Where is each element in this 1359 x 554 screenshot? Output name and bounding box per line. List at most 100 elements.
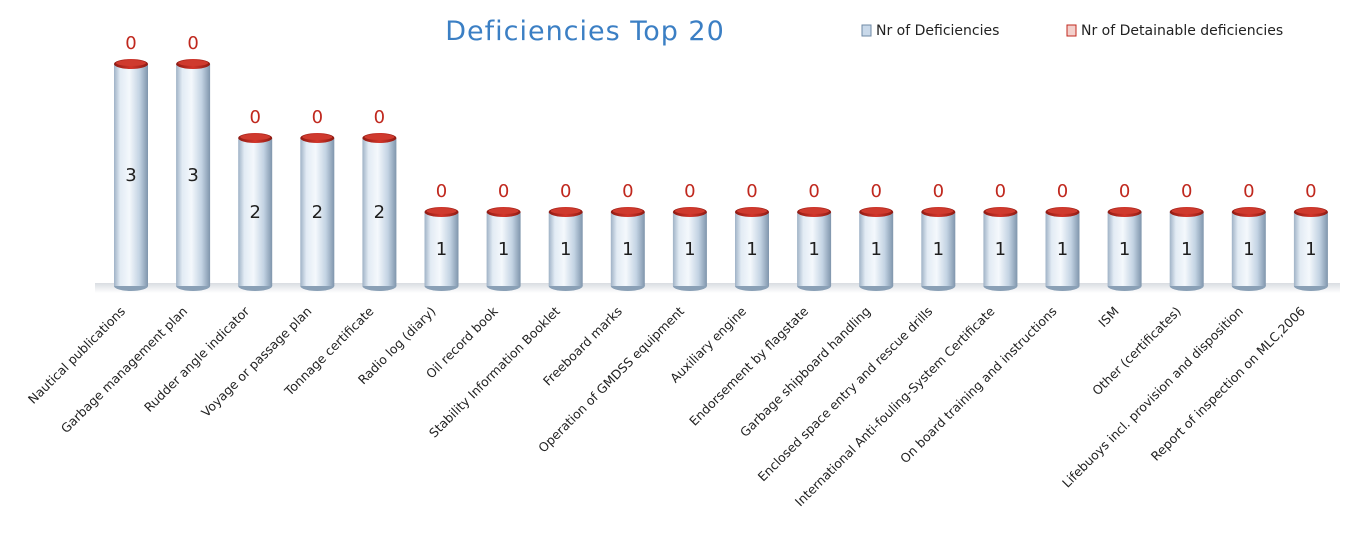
bar-cap-highlight bbox=[1171, 208, 1202, 214]
bar bbox=[300, 138, 335, 286]
bar-value-label: 2 bbox=[374, 202, 385, 223]
bar-value-label: 1 bbox=[808, 239, 819, 260]
bar-cap-highlight bbox=[612, 208, 643, 214]
bar-group: 20 bbox=[238, 107, 273, 291]
bar-group: 10 bbox=[610, 181, 645, 291]
bar bbox=[859, 212, 894, 286]
bar-cap-highlight bbox=[1295, 208, 1326, 214]
bar-group: 10 bbox=[548, 181, 583, 291]
detainable-value-label: 0 bbox=[1119, 181, 1130, 202]
bar-value-label: 1 bbox=[560, 239, 571, 260]
bar-group: 10 bbox=[983, 181, 1018, 291]
detainable-value-label: 0 bbox=[249, 107, 260, 128]
detainable-value-label: 0 bbox=[622, 181, 633, 202]
bar-cap-highlight bbox=[1233, 208, 1264, 214]
bar-group: 10 bbox=[672, 181, 707, 291]
bar bbox=[983, 212, 1018, 286]
bar-value-label: 1 bbox=[870, 239, 881, 260]
category-label: Garbage shipboard handling bbox=[737, 304, 873, 440]
bar bbox=[238, 138, 273, 286]
detainable-value-label: 0 bbox=[870, 181, 881, 202]
bar-group: 20 bbox=[362, 107, 397, 291]
bar-cap-highlight bbox=[1109, 208, 1140, 214]
bar-cap-highlight bbox=[178, 60, 209, 66]
detainable-value-label: 0 bbox=[808, 181, 819, 202]
bar-group: 10 bbox=[1045, 181, 1080, 291]
bar bbox=[362, 138, 397, 286]
bar-value-label: 1 bbox=[498, 239, 509, 260]
detainable-value-label: 0 bbox=[374, 107, 385, 128]
bar-cap-highlight bbox=[985, 208, 1016, 214]
bar-group: 10 bbox=[1169, 181, 1204, 291]
bar bbox=[548, 212, 583, 286]
bar bbox=[424, 212, 459, 286]
bar-value-label: 2 bbox=[312, 202, 323, 223]
bar-group: 10 bbox=[735, 181, 769, 291]
bar-group: 20 bbox=[300, 107, 335, 291]
bar-value-label: 1 bbox=[1243, 239, 1254, 260]
bar-cap-highlight bbox=[240, 134, 271, 140]
category-label: ISM bbox=[1095, 304, 1121, 330]
bar-group: 10 bbox=[486, 181, 521, 291]
bar bbox=[1293, 212, 1328, 286]
chart-floor bbox=[95, 283, 1340, 293]
bar-cap-highlight bbox=[488, 208, 519, 214]
bar bbox=[610, 212, 645, 286]
detainable-value-label: 0 bbox=[498, 181, 509, 202]
bar-cap-highlight bbox=[550, 208, 581, 214]
bar-value-label: 2 bbox=[249, 202, 260, 223]
category-label: Garbage management plan bbox=[58, 304, 191, 437]
bar-group: 10 bbox=[1293, 181, 1328, 291]
detainable-value-label: 0 bbox=[1181, 181, 1192, 202]
bar-value-label: 1 bbox=[622, 239, 633, 260]
detainable-value-label: 0 bbox=[995, 181, 1006, 202]
bar-value-label: 1 bbox=[1057, 239, 1068, 260]
bar-group: 10 bbox=[1231, 181, 1266, 291]
bar-cap-highlight bbox=[799, 208, 830, 214]
bar-group: 10 bbox=[921, 181, 956, 291]
bar-cap-highlight bbox=[116, 60, 146, 66]
bar-value-label: 1 bbox=[933, 239, 944, 260]
detainable-value-label: 0 bbox=[1243, 181, 1254, 202]
bar-group: 30 bbox=[176, 33, 211, 291]
bar-cap-highlight bbox=[861, 208, 892, 214]
category-label: Voyage or passage plan bbox=[198, 304, 314, 420]
detainable-value-label: 0 bbox=[1305, 181, 1316, 202]
category-label: Stability Information Booklet bbox=[426, 303, 563, 440]
bar bbox=[1045, 212, 1080, 286]
bar-group: 10 bbox=[859, 181, 894, 291]
chart-title: Deficiencies Top 20 bbox=[445, 16, 725, 47]
bar bbox=[1107, 212, 1142, 286]
bar-group: 30 bbox=[114, 33, 148, 291]
bar bbox=[176, 64, 211, 286]
bar-value-label: 1 bbox=[1181, 239, 1192, 260]
bar-cap-highlight bbox=[923, 208, 954, 214]
bar-cap-highlight bbox=[302, 134, 333, 140]
bar-group: 10 bbox=[424, 181, 459, 291]
detainable-value-label: 0 bbox=[933, 181, 944, 202]
bar bbox=[486, 212, 521, 286]
bar bbox=[735, 212, 769, 286]
bar-value-label: 3 bbox=[125, 165, 136, 186]
legend-label-deficiencies: Nr of Deficiencies bbox=[876, 23, 999, 39]
bar-value-label: 1 bbox=[684, 239, 695, 260]
detainable-value-label: 0 bbox=[312, 107, 323, 128]
bar-value-label: 1 bbox=[1119, 239, 1130, 260]
bar-value-label: 1 bbox=[1305, 239, 1316, 260]
detainable-value-label: 0 bbox=[187, 33, 198, 54]
bar-value-label: 1 bbox=[436, 239, 447, 260]
detainable-value-label: 0 bbox=[560, 181, 571, 202]
bar bbox=[1169, 212, 1204, 286]
bar-cap-highlight bbox=[737, 208, 767, 214]
bar-group: 10 bbox=[1107, 181, 1142, 291]
category-label: Rudder angle indicator bbox=[141, 303, 253, 415]
bar bbox=[921, 212, 956, 286]
detainable-value-label: 0 bbox=[684, 181, 695, 202]
legend: Nr of Deficiencies Nr of Detainable defi… bbox=[861, 23, 1283, 39]
legend-label-detainable: Nr of Detainable deficiencies bbox=[1081, 23, 1283, 39]
bar-value-label: 3 bbox=[187, 165, 198, 186]
detainable-value-label: 0 bbox=[125, 33, 136, 54]
